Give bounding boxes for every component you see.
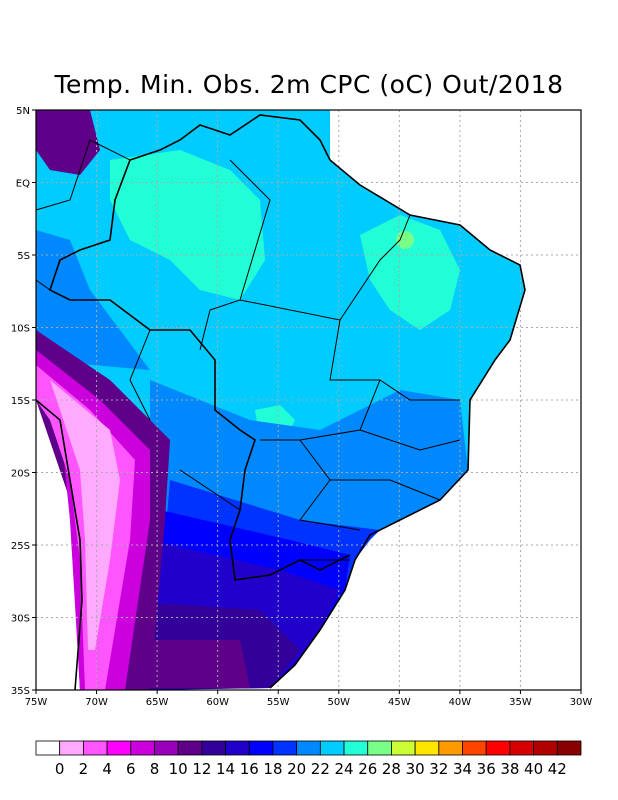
country-borders [35, 139, 241, 511]
pacific-coastline [35, 399, 83, 691]
colorbar-label: 36 [477, 760, 496, 778]
lon-tick-label: 70W [85, 697, 108, 708]
colorbar-swatch [225, 740, 250, 756]
lon-tick-label: 65W [146, 697, 169, 708]
colorbar-label: 18 [263, 760, 282, 778]
colorbar-label: 12 [192, 760, 211, 778]
lat-tick-label: 5N [16, 106, 30, 117]
colorbar-label: 8 [150, 760, 160, 778]
field-10-12 [150, 640, 250, 688]
lon-tick-label: 40W [449, 697, 472, 708]
state-borders [199, 159, 461, 561]
colorbar-label: 38 [500, 760, 519, 778]
lon-tick-label: 30W [570, 697, 593, 708]
colorbar-swatch [414, 740, 440, 756]
longitude-axis: 75W 70W 65W 60W 55W 50W 45W 40W 35W 30W [25, 690, 593, 708]
colorbar-label: 40 [524, 760, 543, 778]
colorbar-label: 22 [311, 760, 330, 778]
colorbar-label: 14 [216, 760, 235, 778]
colorbar-swatch [485, 740, 511, 756]
lat-tick-label: 10S [11, 324, 30, 335]
colorbar-swatch [177, 740, 203, 756]
colorbar-swatch [391, 740, 416, 756]
colorbar-swatch [462, 740, 487, 756]
field-26-28-northeast [360, 215, 460, 330]
colorbar-swatch [82, 740, 108, 756]
latitude-axis: 5N EQ 5S 10S 15S 20S 25S 30S 35S [11, 106, 36, 697]
colorbar-swatch [272, 740, 298, 756]
colorbar-label: 34 [453, 760, 472, 778]
lon-tick-label: 50W [327, 697, 350, 708]
colorbar-label: 0 [55, 760, 65, 778]
lon-tick-label: 45W [388, 697, 411, 708]
colorbar-swatch [438, 740, 463, 756]
colorbar-label: 20 [287, 760, 306, 778]
field-28-30-spot [396, 231, 414, 249]
colorbar: 0 2 4 6 8 10 12 14 16 18 20 22 24 26 28 30 32 34 36 38 40 42 [35, 740, 582, 778]
field-26-28-north [110, 150, 265, 300]
colorbar-label: 10 [169, 760, 188, 778]
temperature-field [36, 110, 525, 690]
lat-tick-label: EQ [16, 179, 30, 190]
map-title: Temp. Min. Obs. 2m CPC (oC) Out/2018 [54, 70, 564, 99]
colorbar-label: 6 [126, 760, 136, 778]
colorbar-swatch [296, 740, 321, 756]
colorbar-label: 4 [102, 760, 112, 778]
borders [35, 114, 526, 691]
grid-lines [36, 110, 581, 690]
colorbar-swatch [319, 740, 345, 756]
field-andes-0-2 [50, 380, 120, 650]
colorbar-swatch [154, 740, 179, 756]
colorbar-label: 24 [334, 760, 353, 778]
lat-tick-label: 35S [11, 686, 30, 697]
colorbar-swatch [533, 740, 558, 756]
colorbar-label: 16 [240, 760, 259, 778]
colorbar-label: 30 [406, 760, 425, 778]
colorbar-swatch [35, 740, 61, 756]
colorbar-swatch [248, 740, 274, 756]
lon-tick-label: 55W [267, 697, 290, 708]
lon-tick-label: 35W [509, 697, 532, 708]
colorbar-swatch [201, 740, 226, 756]
colorbar-label: 26 [358, 760, 377, 778]
colorbar-swatch [509, 740, 535, 756]
lat-tick-label: 20S [11, 469, 30, 480]
lat-tick-label: 30S [11, 614, 30, 625]
colorbar-swatch [59, 740, 84, 756]
lat-tick-label: 25S [11, 541, 30, 552]
colorbar-swatch [367, 740, 392, 756]
colorbar-label: 32 [429, 760, 448, 778]
lon-tick-label: 75W [25, 697, 48, 708]
colorbar-swatch [556, 740, 582, 756]
colorbar-label: 2 [79, 760, 89, 778]
lat-tick-label: 5S [17, 251, 30, 262]
colorbar-swatch [106, 740, 132, 756]
colorbar-swatch [343, 740, 369, 756]
lon-tick-label: 60W [206, 697, 229, 708]
brazil-border [49, 114, 351, 581]
colorbar-swatch [130, 740, 155, 756]
lat-tick-label: 15S [11, 396, 30, 407]
colorbar-label: 42 [548, 760, 567, 778]
coastline [269, 159, 526, 689]
colorbar-label: 28 [382, 760, 401, 778]
